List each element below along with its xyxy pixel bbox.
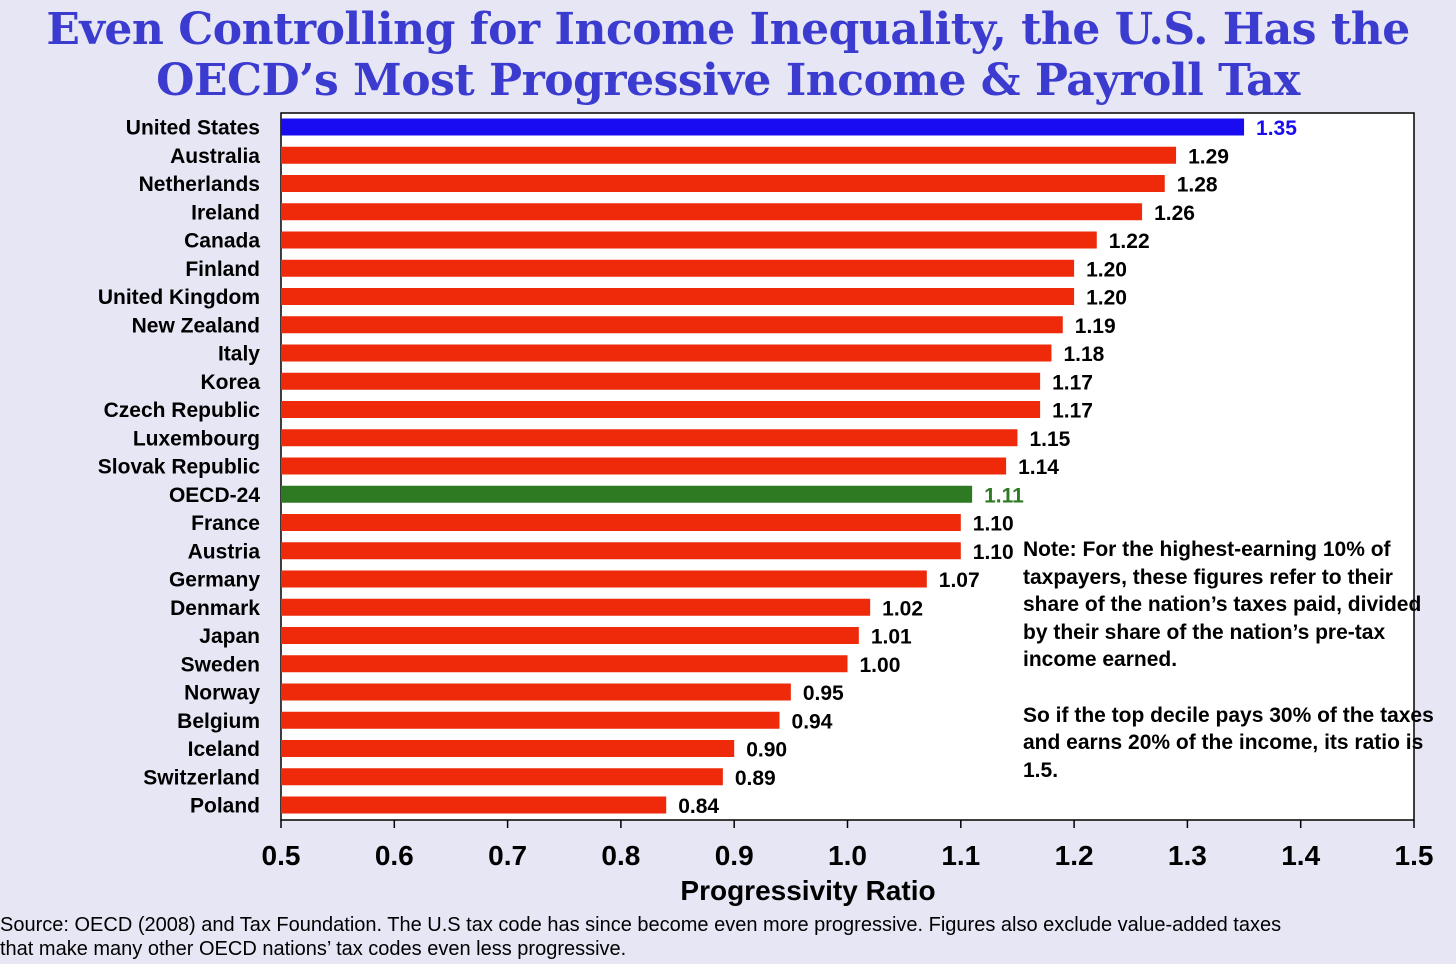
category-label: Ireland	[191, 201, 260, 224]
value-label: 1.17	[1052, 371, 1093, 394]
chart-title-line1: Even Controlling for Income Inequality, …	[46, 4, 1410, 55]
value-label: 1.35	[1256, 117, 1297, 140]
bar-norway	[281, 683, 791, 701]
category-label: Canada	[184, 230, 260, 253]
x-tick-label: 0.8	[601, 840, 640, 871]
category-label: Italy	[218, 343, 260, 366]
value-label: 1.22	[1109, 230, 1150, 253]
value-label: 1.19	[1075, 315, 1116, 338]
category-label: Switzerland	[143, 766, 260, 789]
category-label: Japan	[199, 625, 260, 648]
value-label: 1.15	[1029, 428, 1070, 451]
x-axis-label: Progressivity Ratio	[680, 875, 935, 906]
category-label: OECD-24	[169, 484, 260, 507]
value-label: 1.26	[1154, 202, 1195, 225]
category-label: Luxembourg	[133, 427, 260, 450]
bar-korea	[281, 372, 1041, 390]
category-label: United States	[126, 117, 260, 140]
x-tick-label: 1.3	[1168, 840, 1207, 871]
bar-australia	[281, 146, 1177, 164]
bar-oecd-24	[281, 485, 973, 503]
category-label: Australia	[170, 145, 260, 168]
value-label: 0.95	[803, 682, 844, 705]
x-tick-label: 0.9	[715, 840, 754, 871]
category-label: Poland	[190, 795, 260, 818]
chart-title: Even Controlling for Income Inequality, …	[0, 4, 1456, 106]
bar-france	[281, 514, 961, 531]
bar-japan	[281, 627, 859, 644]
value-label: 1.20	[1086, 258, 1127, 281]
category-label: Sweden	[181, 653, 260, 676]
bar-germany	[281, 570, 927, 588]
value-label: 1.14	[1018, 456, 1059, 479]
value-label: 1.10	[973, 541, 1014, 564]
source-footnote: Source: OECD (2008) and Tax Foundation. …	[0, 914, 1282, 960]
category-label: Denmark	[170, 597, 260, 620]
value-label: 1.10	[973, 513, 1014, 536]
value-label: 1.28	[1177, 174, 1218, 197]
value-label: 1.18	[1063, 343, 1104, 366]
category-label: Korea	[200, 371, 260, 394]
bar-netherlands	[281, 175, 1165, 192]
category-label: Norway	[184, 682, 260, 705]
value-label: 1.20	[1086, 287, 1127, 310]
value-label: 1.11	[984, 484, 1024, 507]
category-label: Finland	[185, 258, 260, 281]
bar-belgium	[281, 711, 780, 729]
bar-finland	[281, 259, 1075, 277]
bar-new-zealand	[281, 316, 1063, 334]
category-label: New Zealand	[132, 314, 260, 337]
category-label: Netherlands	[139, 173, 260, 196]
bar-luxembourg	[281, 429, 1018, 447]
bar-sweden	[281, 655, 848, 673]
category-label: Iceland	[188, 738, 260, 761]
bar-iceland	[281, 740, 735, 757]
value-label: 1.17	[1052, 400, 1093, 423]
bar-italy	[281, 344, 1052, 362]
chart-title-line2: OECD’s Most Progressive Income & Payroll…	[156, 55, 1300, 106]
value-label: 0.90	[746, 739, 787, 762]
x-tick-label: 0.6	[375, 840, 414, 871]
category-label: United Kingdom	[98, 286, 260, 309]
value-label: 1.00	[860, 654, 901, 677]
value-label: 1.29	[1188, 145, 1229, 168]
category-label: Austria	[188, 540, 261, 563]
x-tick-label: 1.4	[1281, 840, 1320, 871]
note-paragraph-1: Note: For the highest-earning 10% of tax…	[1023, 538, 1422, 671]
value-label: 1.07	[939, 569, 980, 592]
bar-united-kingdom	[281, 288, 1075, 305]
category-label: Czech Republic	[104, 399, 261, 422]
value-label: 1.02	[882, 597, 923, 620]
value-label: 0.84	[678, 795, 719, 818]
category-label: Germany	[169, 569, 260, 592]
bar-united-states	[281, 118, 1245, 136]
category-label: France	[191, 512, 260, 535]
bar-slovak-republic	[281, 457, 1007, 475]
bar-czech-republic	[281, 401, 1041, 418]
x-tick-label: 0.5	[262, 840, 301, 871]
chart-note: Note: For the highest-earning 10% of tax…	[1023, 536, 1443, 812]
category-label: Slovak Republic	[98, 456, 261, 479]
bar-denmark	[281, 598, 871, 616]
x-tick-label: 1.1	[941, 840, 980, 871]
bar-switzerland	[281, 768, 723, 786]
value-label: 0.89	[735, 767, 776, 790]
value-label: 0.94	[792, 710, 833, 733]
x-tick-label: 1.5	[1395, 840, 1434, 871]
note-paragraph-2: So if the top decile pays 30% of the tax…	[1023, 703, 1434, 782]
bar-canada	[281, 231, 1097, 249]
x-tick-label: 1.2	[1055, 840, 1094, 871]
value-label: 1.01	[871, 626, 912, 649]
bar-poland	[281, 796, 667, 814]
bar-ireland	[281, 203, 1143, 221]
category-label: Belgium	[177, 710, 260, 733]
bar-austria	[281, 542, 961, 560]
x-tick-label: 1.0	[828, 840, 867, 871]
x-tick-label: 0.7	[488, 840, 527, 871]
